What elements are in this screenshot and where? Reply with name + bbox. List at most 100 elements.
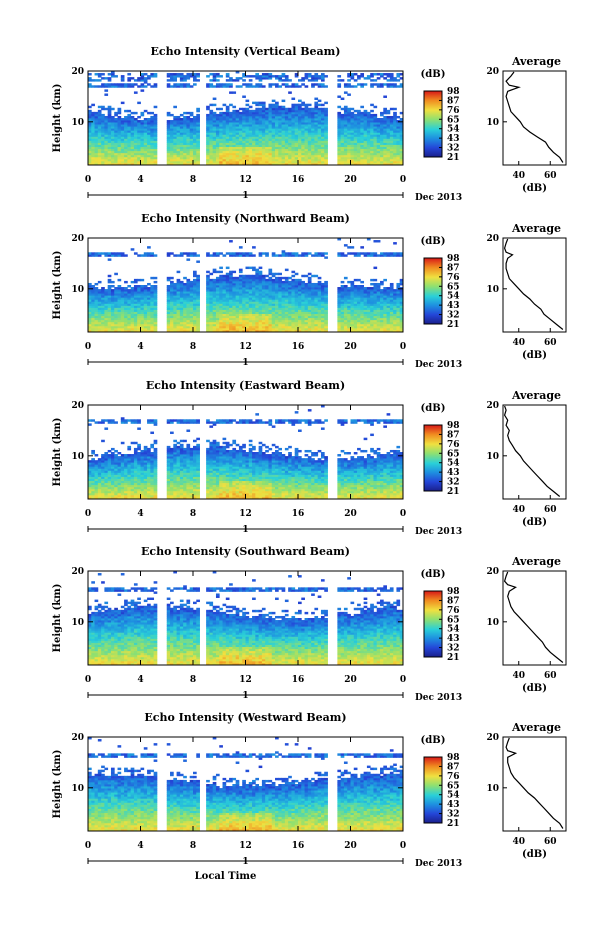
- heatmap-cell: [176, 138, 181, 141]
- heatmap-cell: [110, 325, 115, 329]
- heatmap-cell: [242, 118, 246, 121]
- heatmap-cell: [235, 315, 240, 319]
- heatmap-cell: [261, 313, 266, 317]
- heatmap-cell: [225, 323, 230, 327]
- heatmap-cell: [320, 309, 325, 312]
- heatmap-cell: [298, 327, 302, 331]
- heatmap-cell: [347, 138, 351, 141]
- heatmap-cell: [255, 327, 260, 331]
- heatmap-cell: [278, 162, 282, 166]
- heatmap-cell: [353, 128, 358, 131]
- heatmap-cell: [353, 120, 358, 123]
- heatmap-cell: [137, 311, 141, 315]
- heatmap-cell: [196, 162, 200, 166]
- heatmap-cell: [206, 148, 210, 152]
- heatmap-cell: [120, 297, 125, 300]
- heatmap-cell: [366, 307, 371, 310]
- heatmap-cell: [196, 128, 200, 131]
- heatmap-cell: [137, 124, 141, 127]
- heatmap-cell: [350, 282, 355, 286]
- heatmap-cell: [229, 289, 233, 292]
- heatmap-cell: [255, 293, 260, 296]
- heatmap-cell: [101, 315, 105, 319]
- heatmap-cell: [291, 289, 296, 292]
- heatmap-cell: [350, 315, 355, 319]
- heatmap-cell: [117, 299, 122, 302]
- heatmap-cell: [232, 323, 237, 327]
- heatmap-cell: [147, 299, 151, 302]
- heatmap-cell: [314, 327, 319, 331]
- heatmap-cell: [225, 276, 230, 280]
- heatmap-cell: [219, 319, 223, 323]
- heatmap-cell: [133, 152, 138, 156]
- heatmap-cell: [222, 120, 227, 123]
- heatmap-cell: [143, 120, 148, 123]
- heatmap-cell: [232, 79, 237, 82]
- heatmap-cell: [101, 105, 105, 109]
- heatmap-cell: [196, 317, 200, 321]
- heatmap-cell: [255, 85, 260, 88]
- heatmap-cell: [337, 305, 342, 308]
- heatmap-cell: [235, 150, 240, 154]
- heatmap-cell: [179, 309, 184, 312]
- heatmap-cell: [288, 107, 292, 111]
- heatmap-cell: [124, 142, 128, 145]
- heatmap-cell: [304, 329, 309, 333]
- heatmap-cell: [288, 146, 292, 150]
- heatmap-cell: [340, 287, 345, 290]
- heatmap-cell: [268, 270, 273, 274]
- heatmap-cell: [127, 134, 132, 137]
- heatmap-cell: [176, 280, 181, 284]
- heatmap-cell: [383, 126, 387, 129]
- heatmap-cell: [143, 140, 148, 143]
- heatmap-cell: [153, 321, 158, 325]
- heatmap-cell: [294, 329, 299, 333]
- heatmap-cell: [317, 124, 322, 127]
- heatmap-cell: [176, 152, 181, 156]
- heatmap-cell: [311, 158, 315, 162]
- heatmap-cell: [278, 124, 282, 127]
- heatmap-cell: [235, 130, 240, 133]
- heatmap-cell: [110, 301, 115, 304]
- heatmap-cell: [209, 158, 214, 162]
- heatmap-cell: [130, 154, 135, 158]
- heatmap-cell: [281, 293, 286, 296]
- heatmap-cell: [215, 311, 220, 315]
- heatmap-cell: [166, 317, 171, 321]
- heatmap-cell: [114, 162, 118, 166]
- heatmap-cell: [268, 115, 273, 119]
- heatmap-cell: [245, 321, 250, 325]
- heatmap-cell: [271, 323, 276, 327]
- heatmap-cell: [311, 293, 315, 296]
- heatmap-cell: [193, 128, 197, 131]
- heatmap-cell: [380, 144, 384, 148]
- heatmap-cell: [304, 146, 309, 150]
- heatmap-cell: [261, 148, 266, 152]
- heatmap-cell: [258, 162, 263, 166]
- heatmap-cell: [212, 144, 217, 148]
- heatmap-cell: [389, 130, 394, 133]
- heatmap-cell: [288, 303, 292, 306]
- heatmap-cell: [153, 154, 158, 158]
- heatmap-cell: [229, 140, 233, 143]
- heatmap-cell: [110, 309, 115, 312]
- heatmap-cell: [311, 297, 315, 300]
- heatmap-cell: [288, 124, 292, 127]
- heatmap-cell: [88, 136, 92, 139]
- heatmap-cell: [104, 293, 109, 296]
- heatmap-cell: [110, 254, 115, 257]
- heatmap-cell: [147, 301, 151, 304]
- heatmap-cell: [353, 152, 358, 156]
- heatmap-cell: [291, 274, 296, 278]
- heatmap-cell: [324, 118, 328, 121]
- heatmap-cell: [271, 138, 276, 141]
- heatmap-cell: [124, 156, 128, 160]
- heatmap-cell: [91, 85, 95, 88]
- heatmap-cell: [179, 118, 184, 121]
- heatmap-cell: [235, 327, 240, 331]
- heatmap-cell: [107, 136, 112, 139]
- heatmap-cell: [350, 146, 355, 150]
- heatmap-cell: [261, 75, 266, 78]
- heatmap-cell: [186, 152, 191, 156]
- heatmap-cell: [363, 136, 368, 139]
